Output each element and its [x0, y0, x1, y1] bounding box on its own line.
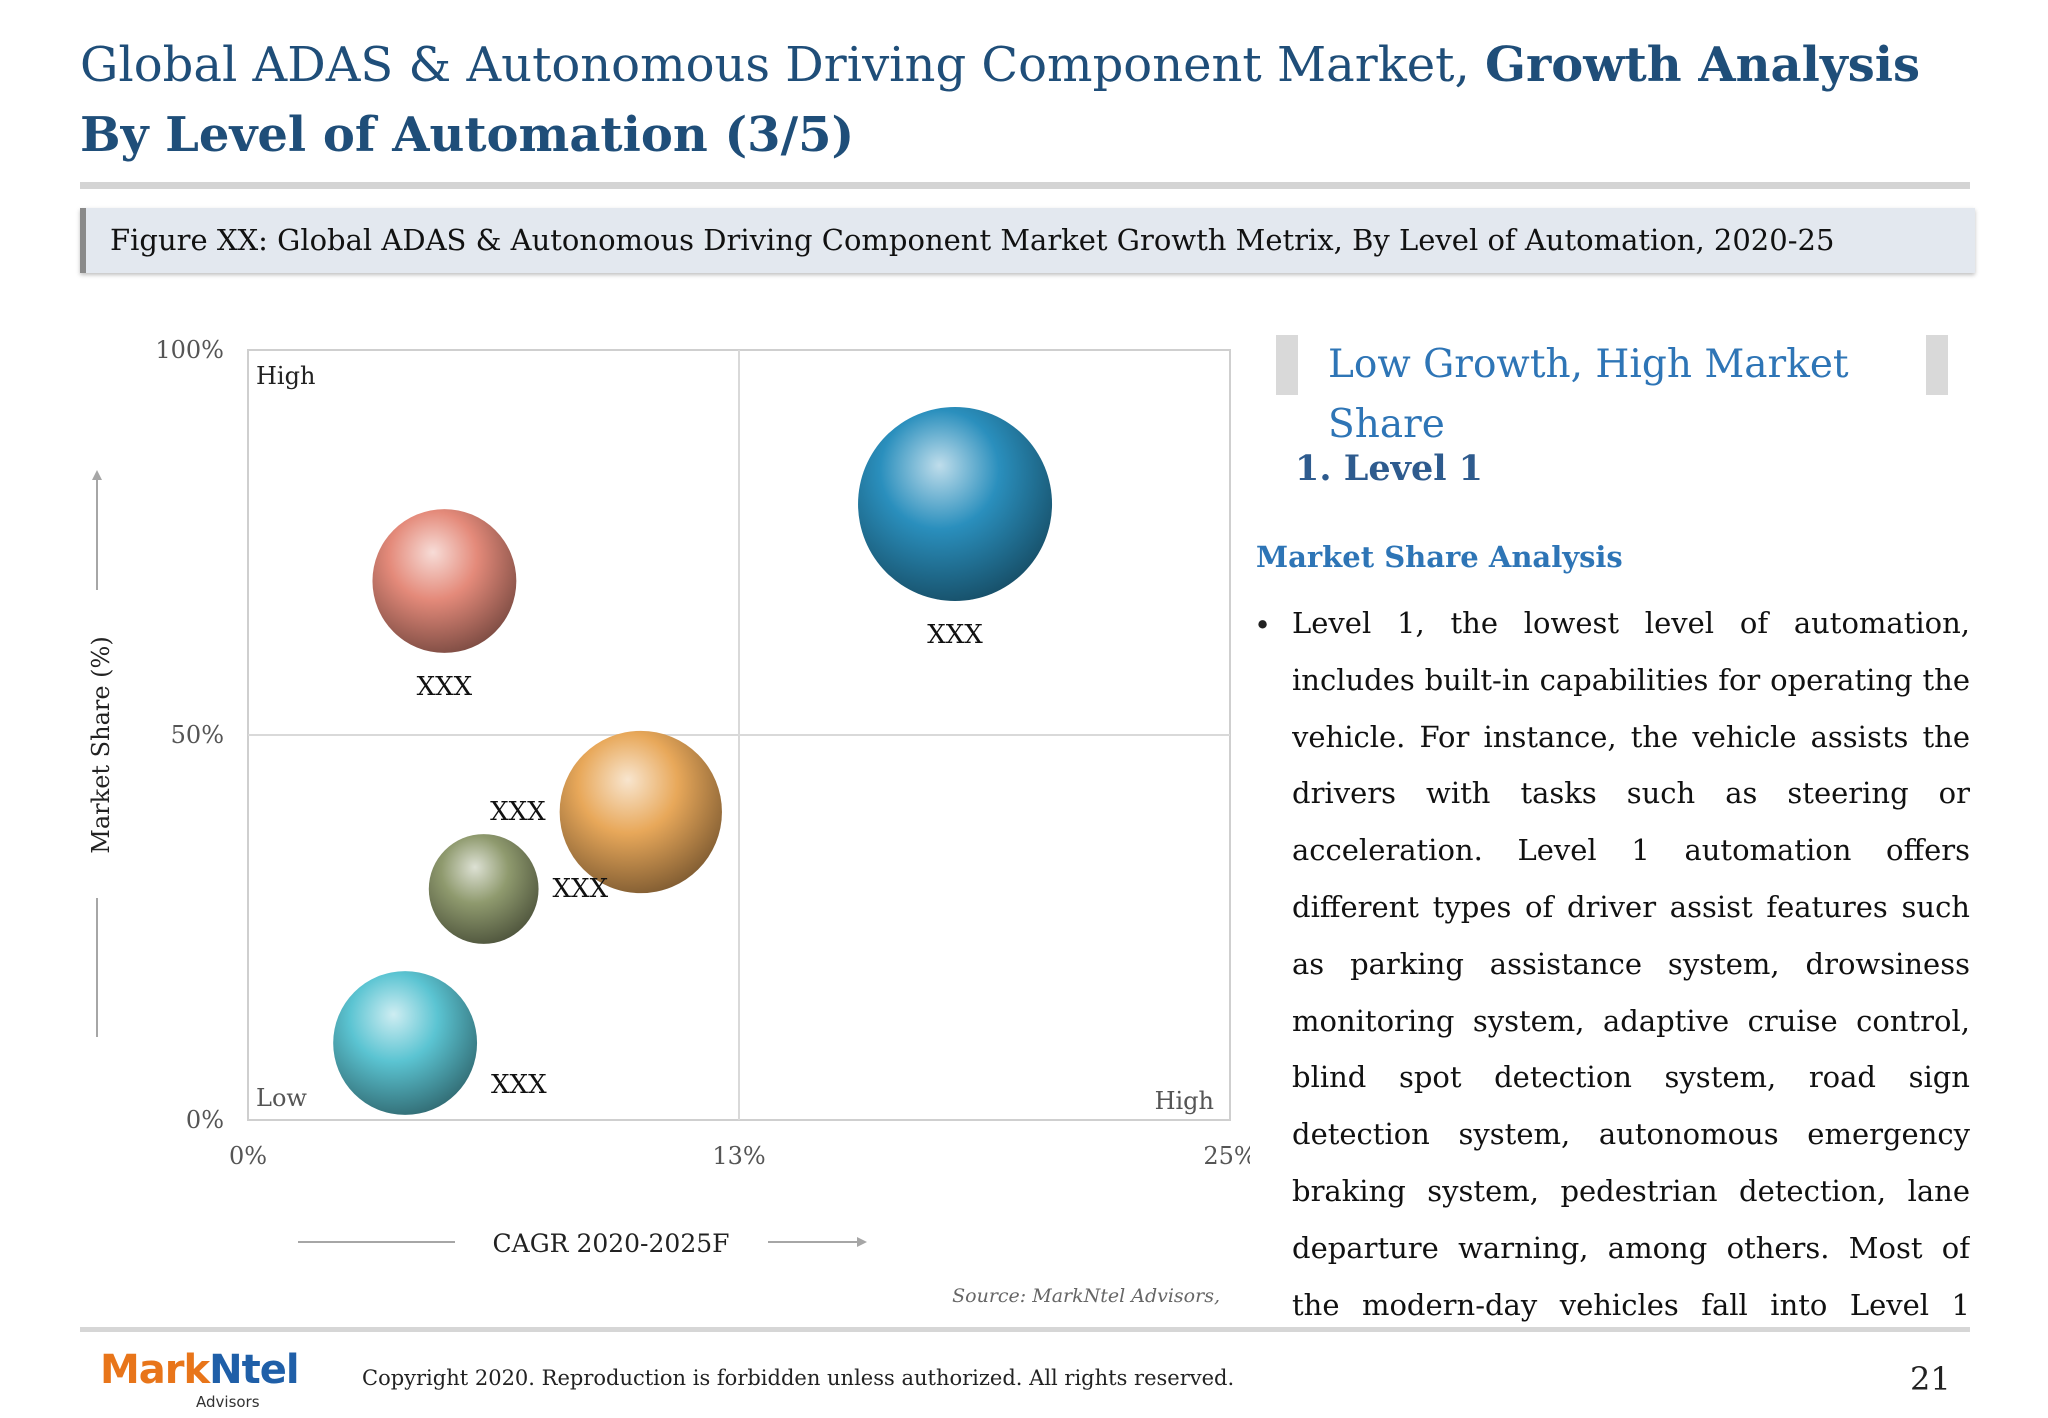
- panel-heading: Low Growth, High Market Share: [1276, 335, 1948, 447]
- x-tick-label-2: 25%: [1203, 1142, 1250, 1170]
- bubble-label-3: XXX: [490, 797, 546, 827]
- source-note: Source: MarkNtel Advisors,: [952, 1285, 1220, 1307]
- title-bold: Growth Analysis By Level of Automation (…: [80, 37, 1921, 163]
- bubble-label-4: XXX: [553, 874, 609, 904]
- title-regular: Global ADAS & Autonomous Driving Compone…: [80, 37, 1485, 93]
- bullet-icon: •: [1254, 608, 1272, 642]
- marknetel-logo: MarkNtel Advisors: [100, 1347, 300, 1411]
- quadrant-label-y-low: Low: [256, 1084, 307, 1112]
- logo-ntel-text: Ntel: [209, 1347, 299, 1393]
- bubble-point-3: [559, 730, 722, 894]
- y-axis-title: Market Share (%): [87, 636, 115, 853]
- x-tick-label-0: 0%: [229, 1142, 267, 1170]
- bubble-point-1: [858, 407, 1053, 601]
- title-divider: [80, 182, 1970, 189]
- bubble-label-1: XXX: [927, 620, 983, 650]
- y-tick-label-0: 0%: [186, 1106, 224, 1134]
- axis-decorations: [92, 470, 867, 1247]
- copyright-text: Copyright 2020. Reproduction is forbidde…: [362, 1366, 1235, 1390]
- bubble-label-5: XXX: [491, 1070, 547, 1100]
- logo-advisors-text: Advisors: [196, 1393, 260, 1411]
- bubble-label-2: XXX: [417, 672, 473, 702]
- bubble-point-5: [333, 971, 478, 1115]
- bubble-point-4: [428, 834, 539, 944]
- quadrant-label-y-high: High: [256, 362, 315, 390]
- logo-wordmark: MarkNtel: [100, 1347, 300, 1393]
- logo-mark-text: Mark: [100, 1347, 210, 1393]
- x-axis-title: CAGR 2020-2025F: [493, 1229, 730, 1258]
- bubble-series: XXX XXX XXX XXX XXX: [333, 407, 1053, 1115]
- y-tick-label-2: 100%: [155, 336, 224, 364]
- x-tick-label-1: 13%: [712, 1142, 765, 1170]
- plot-frame: [247, 349, 1231, 1121]
- level-heading: 1. Level 1: [1295, 448, 1484, 489]
- page-number: 21: [1910, 1360, 1951, 1398]
- figure-caption: Figure XX: Global ADAS & Autonomous Driv…: [80, 208, 1975, 273]
- quadrant-labels: High Low High: [256, 362, 1214, 1115]
- footer-divider: [80, 1327, 1970, 1332]
- bubble-point-2: [372, 509, 517, 653]
- axis-ticks: 0% 13% 25% 0% 50% 100%: [155, 336, 1250, 1170]
- slide-title: Global ADAS & Autonomous Driving Compone…: [80, 30, 1980, 170]
- bullet-text: Level 1, the lowest level of automation,…: [1292, 606, 1970, 1322]
- quadrant-label-x-high: High: [1155, 1087, 1214, 1115]
- y-tick-label-1: 50%: [171, 721, 224, 749]
- analysis-heading: Market Share Analysis: [1256, 540, 1623, 574]
